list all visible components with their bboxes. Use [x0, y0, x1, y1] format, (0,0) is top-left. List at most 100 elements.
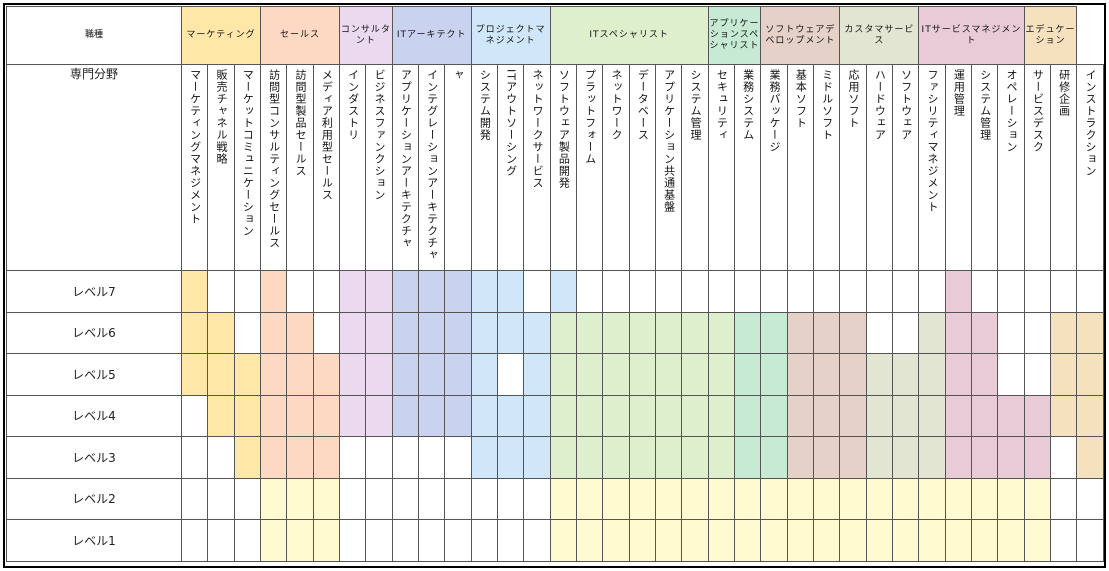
specialty-label: セキュリティ [715, 69, 729, 141]
specialty-header: アプリケーション共通基盤 [654, 64, 683, 271]
level-cell [286, 519, 314, 562]
category-header: セールス [260, 6, 340, 65]
level-cell [1049, 519, 1078, 562]
level-cell [786, 270, 814, 313]
level-cell [233, 394, 262, 437]
level-cell [1023, 436, 1051, 479]
level-cell [760, 311, 788, 354]
specialty-label: ネットワーク [610, 69, 623, 141]
level-cell [602, 311, 630, 354]
level-cell [970, 519, 999, 562]
level-cell [865, 394, 893, 437]
level-cell [549, 477, 578, 520]
specialty-label: 研修企画 [1057, 69, 1071, 117]
level-row: レベル3 [6, 436, 1104, 479]
level-cell [812, 519, 841, 562]
level-cell [997, 436, 1025, 479]
level-cell [549, 311, 578, 354]
specialty-header: 訪問型コンサルティングセールス [259, 64, 288, 271]
level-cell [733, 311, 762, 354]
level-cell [654, 519, 683, 562]
specialty-label: 業務パッケージ [767, 69, 781, 153]
specialty-label: アプリケーション共通基盤 [662, 69, 676, 213]
level-cell [391, 394, 419, 437]
level-cell [760, 477, 788, 520]
level-cell [1049, 270, 1078, 313]
level-cell [760, 436, 788, 479]
level-label: レベル3 [6, 436, 182, 479]
level-cell [391, 436, 419, 479]
specialty-header: システム開発 [470, 64, 499, 271]
level-cell [523, 519, 551, 562]
category-label: アプリケーションスペシャリスト [709, 19, 760, 51]
level-cell [233, 477, 262, 520]
level-cell [654, 353, 683, 396]
level-cell [733, 477, 762, 520]
level-cell [865, 519, 893, 562]
level-cell [681, 394, 709, 437]
level-cell [233, 353, 262, 396]
specialty-header: ネットワークサービス [523, 64, 551, 271]
level-cell [707, 519, 735, 562]
level-cell [1076, 477, 1104, 520]
level-cell [523, 353, 551, 396]
specialty-header: システム管理 [970, 64, 999, 271]
specialty-label: ビジネスファンクション [372, 69, 386, 201]
specialty-header: インフラストラクチャアーキテクチャ [444, 64, 472, 271]
level-cell [338, 477, 367, 520]
level-cell [786, 311, 814, 354]
level-cell [918, 311, 946, 354]
level-cell [207, 519, 235, 562]
specialty-header: システム管理 [681, 64, 709, 271]
level-cell [576, 394, 604, 437]
level-cell [970, 270, 999, 313]
specialty-label: 訪問型コンサルティングセールス [267, 69, 281, 249]
specialty-label: マーケティングマネジメント [188, 69, 202, 225]
level-cell [760, 519, 788, 562]
specialty-label: 基本ソフト [794, 69, 808, 129]
specialty-label: インフラストラクチャアーキテクチャ [451, 69, 465, 81]
level-cell [233, 436, 262, 479]
level-cell [997, 394, 1025, 437]
level-cell [918, 270, 946, 313]
category-label: セールス [279, 30, 320, 40]
level-cell [207, 353, 235, 396]
level-cell [417, 519, 446, 562]
category-header: マーケティング [181, 6, 261, 65]
level-cell [259, 477, 288, 520]
category-header-row: 職種 マーケティング セールス コンサルタント ITアーキテクト プロジェクトマネジメン… [6, 6, 1104, 65]
specialty-header: セキュリティ [707, 64, 735, 271]
level-cell [1076, 270, 1104, 313]
level-row: レベル4 [6, 394, 1104, 437]
specialty-label: ソフトウェア [899, 69, 913, 141]
specialty-label: システム管理 [688, 69, 702, 141]
level-cell [496, 311, 525, 354]
level-cell [707, 353, 735, 396]
category-header: ITスペシャリスト [549, 6, 709, 65]
level-label: レベル2 [6, 477, 182, 520]
level-cell [628, 270, 657, 313]
level-cell [444, 477, 472, 520]
level-cell [786, 436, 814, 479]
level-cell [839, 477, 867, 520]
level-cell [523, 436, 551, 479]
level-cell [391, 311, 419, 354]
level-cell [918, 394, 946, 437]
level-cell [259, 311, 288, 354]
level-cell [576, 311, 604, 354]
specialty-label: サービスデスク [1031, 69, 1045, 153]
level-cell [654, 477, 683, 520]
specialty-label: インテグレーションアーキテクチャ [425, 69, 439, 261]
level-cell [944, 353, 972, 396]
specialty-header: ビジネスファンクション [365, 64, 393, 271]
level-cell [259, 270, 288, 313]
level-cell [1023, 353, 1051, 396]
specialty-label: アプリケーションアーキテクチャ [399, 69, 413, 249]
level-cell [286, 436, 314, 479]
level-cell [812, 353, 841, 396]
category-label: ITサービスマネジメント [921, 24, 1022, 46]
level-cell [391, 270, 419, 313]
category-header: プロジェクトマネジメント [470, 6, 551, 65]
level-cell [549, 394, 578, 437]
level-cell [576, 519, 604, 562]
